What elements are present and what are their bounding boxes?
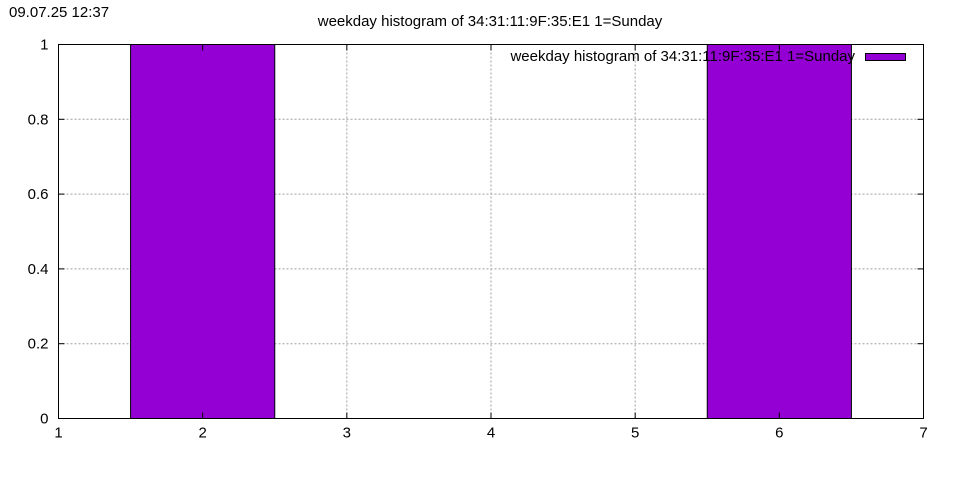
legend-swatch — [865, 53, 906, 61]
legend: weekday histogram of 34:31:11:9F:35:E1 1… — [509, 48, 906, 65]
x-tick-label: 5 — [631, 425, 639, 442]
x-tick-label: 2 — [198, 425, 206, 442]
y-tick-label: 0.4 — [28, 261, 49, 278]
timestamp: 09.07.25 12:37 — [9, 4, 110, 21]
chart-title: weekday histogram of 34:31:11:9F:35:E1 1… — [317, 13, 663, 30]
y-tick-label: 1 — [40, 37, 48, 54]
x-tick-label: 1 — [54, 425, 62, 442]
histogram-bar — [706, 44, 852, 419]
x-tick-label: 7 — [919, 425, 927, 442]
x-axis-ticks: 1 2 3 4 5 6 7 — [54, 44, 928, 442]
legend-label: weekday histogram of 34:31:11:9F:35:E1 1… — [509, 48, 855, 65]
x-tick-label: 4 — [487, 425, 495, 442]
histogram-bar — [130, 44, 276, 419]
y-tick-label: 0 — [40, 411, 48, 428]
y-tick-label: 0.2 — [28, 336, 49, 353]
y-tick-label: 0.6 — [28, 186, 49, 203]
y-tick-label: 0.8 — [28, 111, 49, 128]
x-tick-label: 3 — [343, 425, 351, 442]
bars — [130, 44, 852, 419]
x-tick-label: 6 — [775, 425, 783, 442]
y-axis-ticks: 0 0.2 0.4 0.6 0.8 1 — [28, 37, 924, 428]
